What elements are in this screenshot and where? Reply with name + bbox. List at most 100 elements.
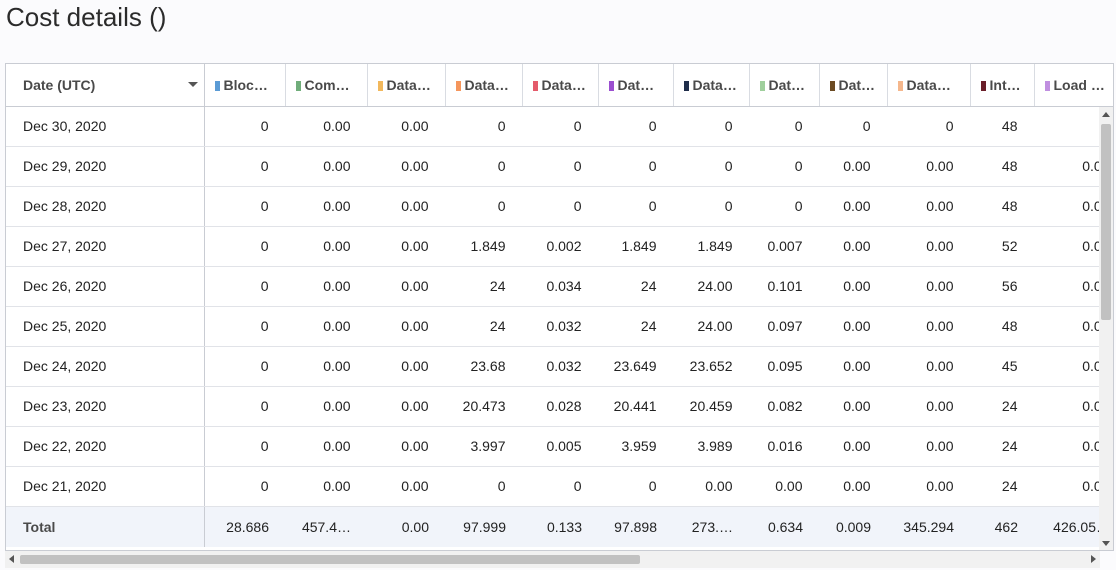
table-cell: 0: [522, 146, 598, 187]
series-color-swatch: [897, 80, 903, 91]
column-header[interactable]: Dat…: [819, 64, 888, 107]
row-date: Dec 25, 2020: [6, 306, 205, 347]
total-cell: 457.4…: [285, 505, 367, 547]
series-color-swatch: [980, 80, 986, 91]
header-row: Date (UTC) Bloc… Comp… Data … Data… Data… Dat…: [6, 64, 1113, 107]
table-cell: 0.016: [749, 426, 819, 467]
table-cell: 48: [970, 146, 1034, 187]
table-cell: 0.00: [285, 186, 367, 227]
total-label: Total: [6, 505, 205, 547]
column-header-label: Comp…: [304, 76, 356, 93]
total-cell: 0.00: [367, 505, 445, 547]
table-cell: 0: [445, 146, 522, 187]
column-header-date[interactable]: Date (UTC): [6, 64, 205, 107]
table-cell: 0.032: [522, 306, 598, 347]
column-header[interactable]: Dat…: [749, 64, 820, 107]
total-cell: 97.999: [445, 505, 522, 547]
table-cell: 0: [598, 146, 673, 187]
vertical-scrollbar[interactable]: [1099, 107, 1113, 550]
table-cell: 0.00: [285, 346, 367, 387]
table-cell: 0.00: [285, 426, 367, 467]
scroll-right-icon[interactable]: [1091, 555, 1096, 563]
table-cell: 0.032: [522, 346, 598, 387]
column-header-label: Bloc…: [223, 76, 268, 93]
table-cell: 52: [970, 226, 1034, 267]
table-cell: 24: [970, 386, 1034, 427]
table-row[interactable]: Dec 23, 2020 0 0.00 0.00 20.473 0.028 20.441 20…: [6, 386, 1113, 427]
table-cell: 0.00: [887, 266, 970, 307]
column-header-label: Dat…: [768, 76, 806, 93]
horizontal-scroll-thumb[interactable]: [20, 555, 640, 564]
column-header-label: Data…: [541, 76, 586, 93]
table-row[interactable]: Dec 25, 2020 0 0.00 0.00 24 0.032 24 24.00 0.097…: [6, 306, 1113, 347]
table-cell: 23.652: [673, 346, 749, 387]
scroll-left-icon[interactable]: [9, 555, 14, 563]
column-header[interactable]: Comp…: [285, 64, 368, 107]
table-row[interactable]: Dec 24, 2020 0 0.00 0.00 23.68 0.032 23.649 23.…: [6, 346, 1113, 387]
table-cell: 0.034: [522, 266, 598, 307]
vertical-scroll-thumb[interactable]: [1101, 124, 1111, 320]
table-row[interactable]: Dec 21, 2020 0 0.00 0.00 0 0 0 0.00 0.00 0.00 0.00…: [6, 466, 1113, 507]
table-cell: 0.00: [887, 386, 970, 427]
table-cell: 0: [204, 106, 285, 147]
column-header[interactable]: Bloc…: [204, 64, 286, 107]
column-header-label: Datab…: [906, 76, 959, 93]
table-cell: 24: [445, 306, 522, 347]
column-header[interactable]: Data…: [598, 64, 674, 107]
table-row[interactable]: Dec 26, 2020 0 0.00 0.00 24 0.034 24 24.00 0.101…: [6, 266, 1113, 307]
table-cell: 0: [749, 106, 819, 147]
row-date: Dec 29, 2020: [6, 146, 205, 187]
total-cell: 97.898: [598, 505, 673, 547]
table-cell: 0: [522, 466, 598, 507]
table-cell: 0: [673, 186, 749, 227]
scroll-down-icon[interactable]: [1102, 541, 1110, 546]
table-cell: 0.00: [887, 306, 970, 347]
table-cell: 0: [522, 186, 598, 227]
table-cell: 24: [970, 426, 1034, 467]
series-color-swatch: [214, 80, 220, 91]
table-cell: 0: [749, 186, 819, 227]
table-row[interactable]: Dec 29, 2020 0 0.00 0.00 0 0 0 0 0 0.00 0.00 48 0.00: [6, 146, 1113, 187]
table-cell: 0.00: [749, 466, 819, 507]
table-cell: 0.00: [367, 106, 445, 147]
table-row[interactable]: Dec 28, 2020 0 0.00 0.00 0 0 0 0 0 0.00 0.00 48 0.00: [6, 186, 1113, 227]
column-header[interactable]: Data…: [522, 64, 599, 107]
table-cell: 0: [204, 426, 285, 467]
caret-down-icon[interactable]: [187, 82, 198, 87]
column-header[interactable]: Load …: [1034, 64, 1113, 107]
scroll-up-icon[interactable]: [1102, 112, 1110, 117]
series-color-swatch: [377, 80, 383, 91]
table-cell: 0.00: [819, 186, 887, 227]
table-cell: 0: [673, 106, 749, 147]
column-header[interactable]: Data…: [673, 64, 750, 107]
table-cell: 23.649: [598, 346, 673, 387]
total-row: Total 28.686 457.4… 0.00 97.999 0.133 97.898 2…: [6, 505, 1113, 547]
table-cell: 0: [673, 146, 749, 187]
table-cell: 0.00: [367, 466, 445, 507]
table-cell: 0: [204, 226, 285, 267]
row-date: Dec 24, 2020: [6, 346, 205, 387]
column-header[interactable]: Datab…: [887, 64, 971, 107]
series-color-swatch: [608, 80, 614, 91]
column-header[interactable]: Data…: [445, 64, 523, 107]
table-cell: 0: [598, 106, 673, 147]
table-cell: 20.441: [598, 386, 673, 427]
horizontal-scrollbar[interactable]: [5, 551, 1100, 568]
table-row[interactable]: Dec 27, 2020 0 0.00 0.00 1.849 0.002 1.849 1.84…: [6, 226, 1113, 267]
series-color-swatch: [759, 80, 765, 91]
column-header-label: Data …: [386, 76, 434, 93]
column-header[interactable]: Int…: [970, 64, 1035, 107]
table-cell: 3.997: [445, 426, 522, 467]
series-color-swatch: [295, 80, 301, 91]
row-date: Dec 21, 2020: [6, 466, 205, 507]
total-cell: 273.…: [673, 505, 749, 547]
column-header[interactable]: Data …: [367, 64, 446, 107]
table-cell: 0.00: [367, 266, 445, 307]
table-cell: 0: [204, 186, 285, 227]
table-row[interactable]: Dec 22, 2020 0 0.00 0.00 3.997 0.005 3.959 3.98…: [6, 426, 1113, 467]
table-cell: 0: [749, 146, 819, 187]
series-color-swatch: [1044, 80, 1050, 91]
column-header-label: Int…: [989, 76, 1021, 93]
table-cell: 0.007: [749, 226, 819, 267]
